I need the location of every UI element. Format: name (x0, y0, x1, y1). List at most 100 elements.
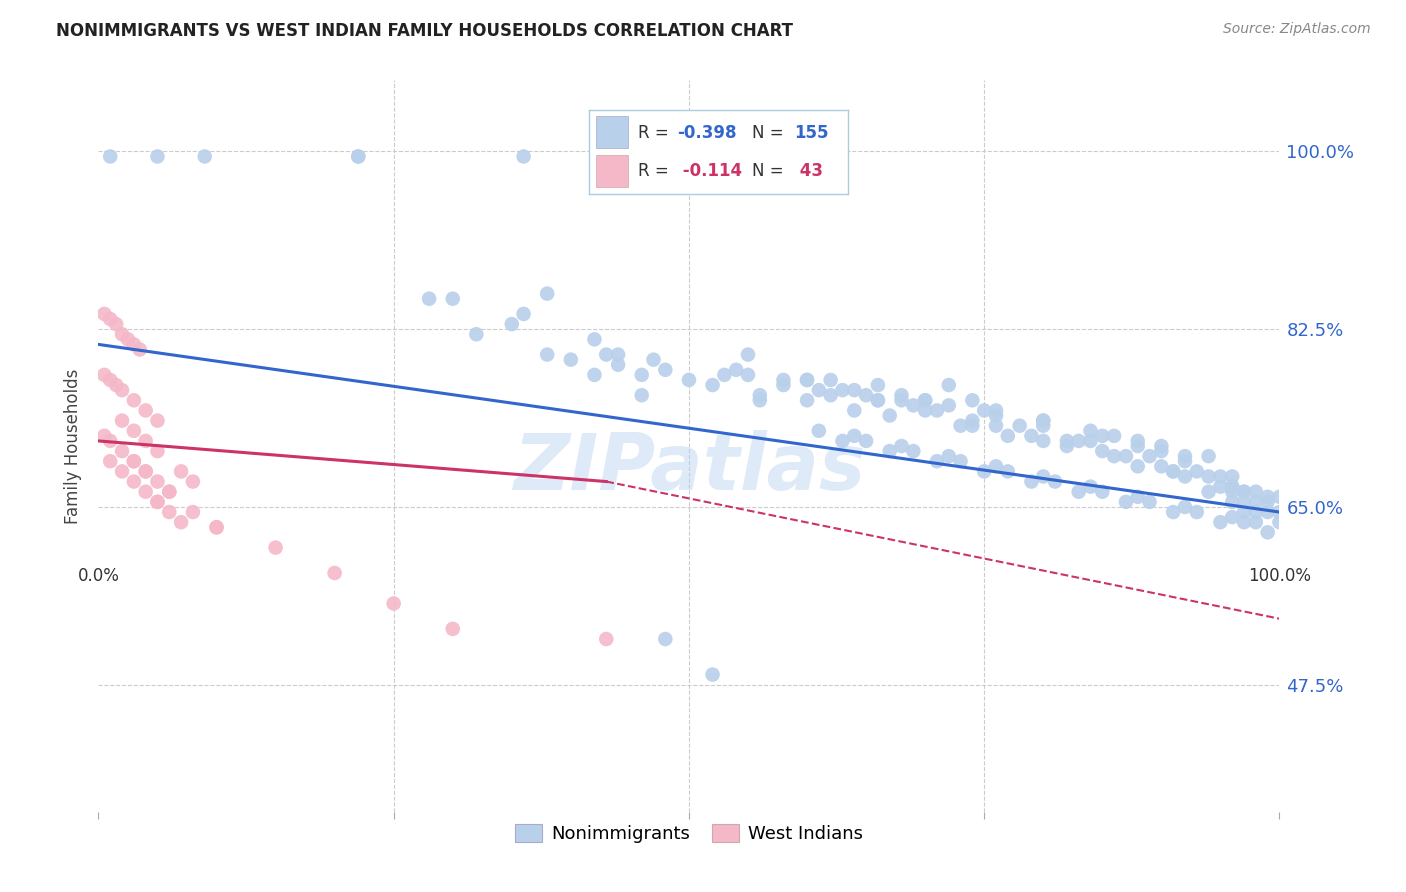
Point (607, 347, 630, 362)
Point (98, 149, 121, 163)
Point (93, 368, 115, 382)
Point (111, 414, 134, 428)
Point (1257, 505, 1279, 519)
Point (170, 515, 193, 529)
Text: 0.0%: 0.0% (77, 566, 120, 584)
Point (1126, 434, 1149, 448)
Point (1233, 484, 1256, 499)
Point (643, 352, 665, 367)
Point (748, 388, 770, 402)
Point (1150, 444, 1173, 458)
Legend: Nonimmigrants, West Indians: Nonimmigrants, West Indians (508, 817, 870, 850)
Point (1220, 480, 1243, 494)
Point (1174, 500, 1197, 514)
Point (748, 393, 770, 408)
Point (1174, 469, 1197, 483)
Point (111, 383, 134, 397)
Point (925, 454, 948, 468)
Point (1067, 484, 1090, 499)
Point (170, 464, 193, 478)
Point (1209, 469, 1232, 483)
Point (997, 429, 1019, 443)
Point (1080, 434, 1102, 448)
Point (1220, 469, 1243, 483)
Point (890, 439, 912, 453)
Point (1032, 414, 1054, 428)
Point (879, 444, 901, 458)
Point (122, 393, 145, 408)
Point (1268, 505, 1291, 519)
Point (1080, 480, 1102, 494)
Point (1161, 505, 1184, 519)
Point (157, 484, 180, 499)
Point (536, 347, 558, 362)
Point (583, 332, 606, 346)
Point (111, 444, 134, 458)
Point (122, 337, 145, 351)
Point (122, 454, 145, 468)
Point (157, 505, 180, 519)
Point (1139, 495, 1161, 509)
Point (382, 597, 405, 611)
Point (903, 398, 925, 412)
Point (146, 149, 169, 163)
Point (1233, 495, 1256, 509)
Point (441, 622, 464, 636)
Point (1091, 484, 1114, 499)
Point (536, 286, 558, 301)
Point (1220, 510, 1243, 524)
Point (347, 149, 370, 163)
Point (903, 444, 925, 458)
Text: NONIMMIGRANTS VS WEST INDIAN FAMILY HOUSEHOLDS CORRELATION CHART: NONIMMIGRANTS VS WEST INDIAN FAMILY HOUS… (56, 22, 793, 40)
Point (1257, 495, 1279, 509)
Point (1198, 449, 1220, 463)
Point (135, 403, 157, 417)
Point (997, 464, 1019, 478)
Point (949, 418, 972, 433)
Point (1043, 475, 1066, 489)
Point (737, 368, 759, 382)
Point (962, 418, 984, 433)
Point (117, 332, 139, 346)
Point (1032, 414, 1054, 428)
Point (146, 495, 169, 509)
Point (984, 459, 1007, 474)
Point (1102, 429, 1125, 443)
Point (1209, 480, 1232, 494)
Point (135, 464, 157, 478)
Point (1008, 418, 1031, 433)
Point (1032, 469, 1054, 483)
Point (205, 520, 228, 534)
Point (1115, 449, 1137, 463)
Y-axis label: Family Households: Family Households (65, 368, 83, 524)
Point (135, 464, 157, 478)
Point (1220, 495, 1243, 509)
Point (1244, 505, 1267, 519)
Point (973, 464, 995, 478)
Point (938, 398, 960, 412)
Point (855, 388, 877, 402)
Point (949, 454, 972, 468)
Point (135, 434, 157, 448)
Point (181, 475, 204, 489)
Point (595, 347, 617, 362)
Point (772, 378, 794, 392)
Text: 100.0%: 100.0% (1249, 566, 1310, 584)
Point (1067, 434, 1090, 448)
Point (1185, 505, 1208, 519)
Point (93, 429, 115, 443)
Point (323, 566, 346, 580)
Point (560, 352, 582, 367)
Point (1233, 515, 1256, 529)
Point (831, 383, 853, 397)
Point (418, 292, 440, 306)
Point (914, 403, 936, 417)
Point (1126, 439, 1149, 453)
Point (1198, 484, 1220, 499)
Point (914, 393, 936, 408)
Point (807, 383, 830, 397)
Point (595, 632, 617, 646)
Point (1244, 484, 1267, 499)
Point (122, 454, 145, 468)
Text: ZIPatlas: ZIPatlas (513, 430, 865, 506)
